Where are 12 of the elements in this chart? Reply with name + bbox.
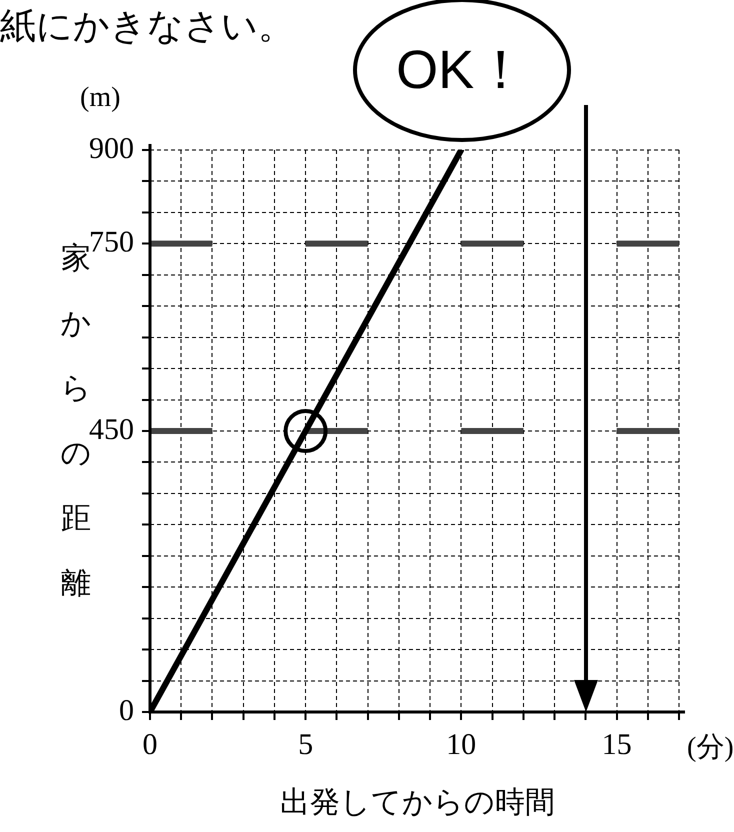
y-tick-label: 450: [89, 412, 134, 446]
y-tick-label: 750: [89, 226, 134, 259]
x-axis-title: 出発してからの時間: [280, 785, 555, 821]
y-tick-label: 900: [89, 132, 134, 165]
x-tick-label: 0: [142, 728, 158, 761]
chart-title: 紙にかきなさい。: [0, 4, 294, 48]
x-tick-label: 5: [298, 728, 314, 761]
x-tick-label: 10: [446, 728, 476, 761]
y-tick-label: 0: [119, 694, 134, 727]
text: (m): [80, 82, 120, 114]
text: (分): [687, 731, 734, 765]
x-tick-label: 15: [602, 728, 632, 761]
